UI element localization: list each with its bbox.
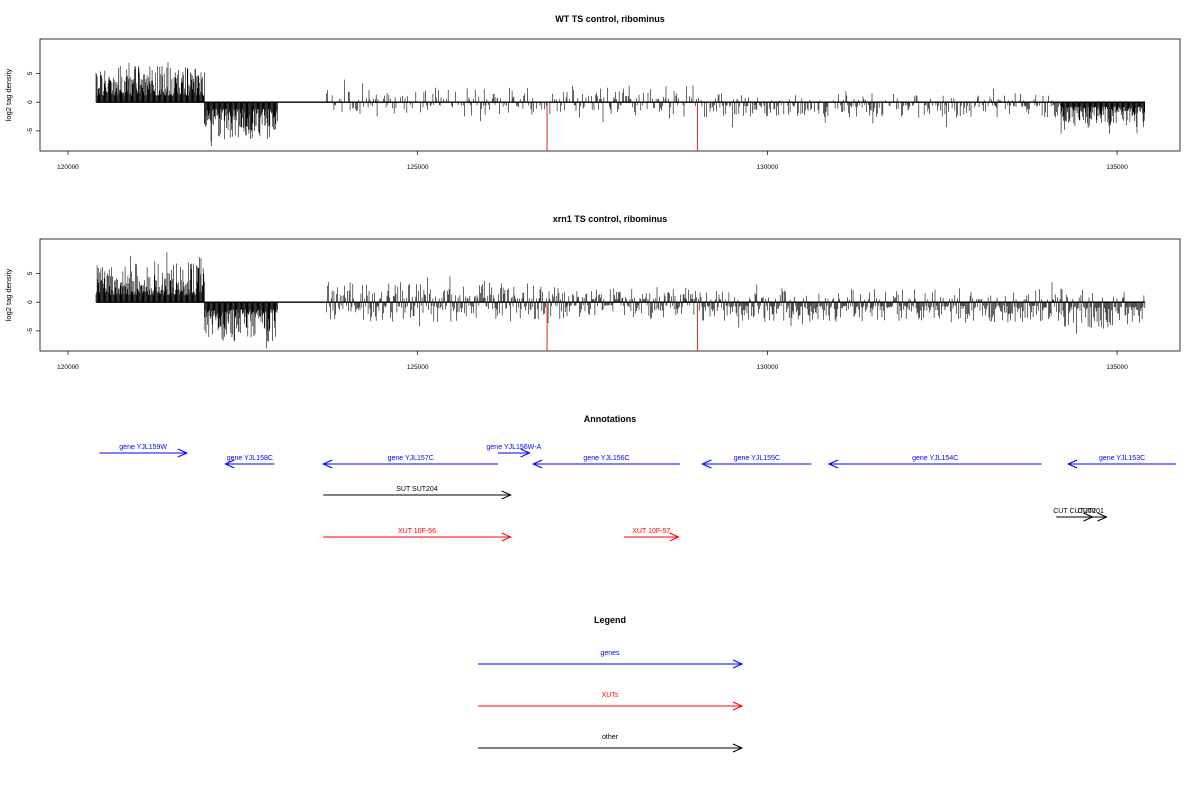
wt-axes: 120000 125000 130000 135000 -5 0 5 <box>27 71 1128 171</box>
y-tick-label: -5 <box>27 128 34 134</box>
wt-coverage-panel: WT TS control, ribominus log2 tag densit… <box>4 14 1181 171</box>
y-tick-label: 0 <box>27 100 34 104</box>
legend: Legend genes XUTs other <box>478 615 744 753</box>
feature-arrow-head <box>1066 459 1078 469</box>
x-tick-label: 130000 <box>757 164 779 171</box>
x-tick-label: 120000 <box>57 364 79 371</box>
xrn1-axes: 120000 125000 130000 135000 -5 0 5 <box>27 271 1128 371</box>
feature-arrow-head <box>701 459 712 469</box>
x-tick-label: 135000 <box>1106 164 1128 171</box>
legend-arrow-head <box>732 659 744 669</box>
x-tick-label: 120000 <box>57 164 79 171</box>
feature-label: gene YJL155C <box>734 455 780 462</box>
legend-label: XUTs <box>602 692 619 699</box>
feature-label: CUT201 <box>1078 508 1104 515</box>
feature-label: gene YJL157C <box>388 455 434 462</box>
feature-arrow-head <box>322 459 333 469</box>
feature-arrow-head <box>827 459 839 469</box>
annotations-title: Annotations <box>584 414 637 424</box>
feature-arrow-head <box>531 459 543 469</box>
legend-label: genes <box>600 650 620 657</box>
feature-arrow-head <box>669 532 680 542</box>
feature-label: CUT CUT200 <box>1053 508 1095 515</box>
feature-label: gene YJL158C <box>227 455 273 462</box>
xrn1-bars <box>95 252 1146 351</box>
legend-title: Legend <box>594 615 626 625</box>
wt-y-axis-label: log2 tag density <box>4 68 13 121</box>
y-tick-label: 0 <box>27 300 34 304</box>
x-tick-label: 130000 <box>757 364 779 371</box>
feature-arrow-head <box>501 490 512 500</box>
x-tick-label: 125000 <box>407 364 429 371</box>
legend-arrow-head <box>732 743 744 753</box>
wt-panel-title: WT TS control, ribominus <box>555 14 665 24</box>
y-tick-label: -5 <box>27 328 34 334</box>
wt-plot-frame <box>39 38 1181 152</box>
feature-label: XUT 10F-56 <box>398 528 436 535</box>
legend-label: other <box>602 734 619 741</box>
xrn1-y-axis-label: log2 tag density <box>4 268 13 321</box>
feature-arrow-head <box>501 532 512 542</box>
x-tick-label: 135000 <box>1106 364 1128 371</box>
y-tick-label: 5 <box>27 271 34 275</box>
feature-label: gene YJL154C <box>912 455 958 462</box>
feature-label: gene YJL153C <box>1099 455 1145 462</box>
feature-label: gene YJL156W-A <box>487 444 542 451</box>
feature-label: XUT 10F-57 <box>632 528 670 535</box>
y-tick-label: 5 <box>27 71 34 75</box>
annotation-features: gene YJL159W gene YJL158C gene YJL157C gene… <box>99 444 1176 542</box>
feature-arrow-head <box>520 448 531 458</box>
feature-arrow-head <box>224 459 235 469</box>
xrn1-plot-frame <box>39 238 1181 352</box>
feature-label: gene YJL156C <box>583 455 629 462</box>
xrn1-coverage-panel: xrn1 TS control, ribominus log2 tag dens… <box>4 214 1181 371</box>
xrn1-panel-title: xrn1 TS control, ribominus <box>553 214 668 224</box>
feature-arrow-head <box>1097 512 1108 522</box>
legend-arrow-head <box>732 701 744 711</box>
feature-label: SUT SUT204 <box>396 486 438 493</box>
wt-bars <box>95 62 1146 151</box>
x-tick-label: 125000 <box>407 164 429 171</box>
feature-arrow-head <box>177 448 189 458</box>
feature-label: gene YJL159W <box>119 444 167 451</box>
legend-items: genes XUTs other <box>478 650 744 753</box>
